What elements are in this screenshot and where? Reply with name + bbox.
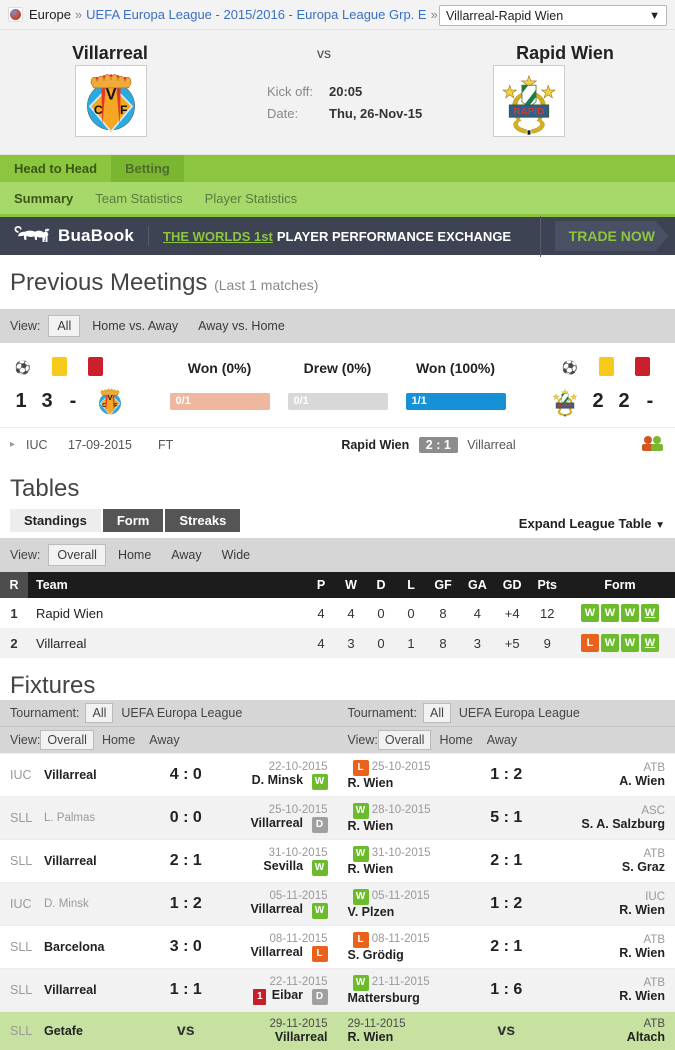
svg-text:F: F <box>114 403 118 409</box>
svg-text:RAPID: RAPID <box>514 106 545 117</box>
svg-text:C: C <box>102 403 106 409</box>
svg-text:C: C <box>94 103 103 117</box>
svg-text:RAPID: RAPID <box>558 403 572 408</box>
svg-text:F: F <box>120 103 128 117</box>
